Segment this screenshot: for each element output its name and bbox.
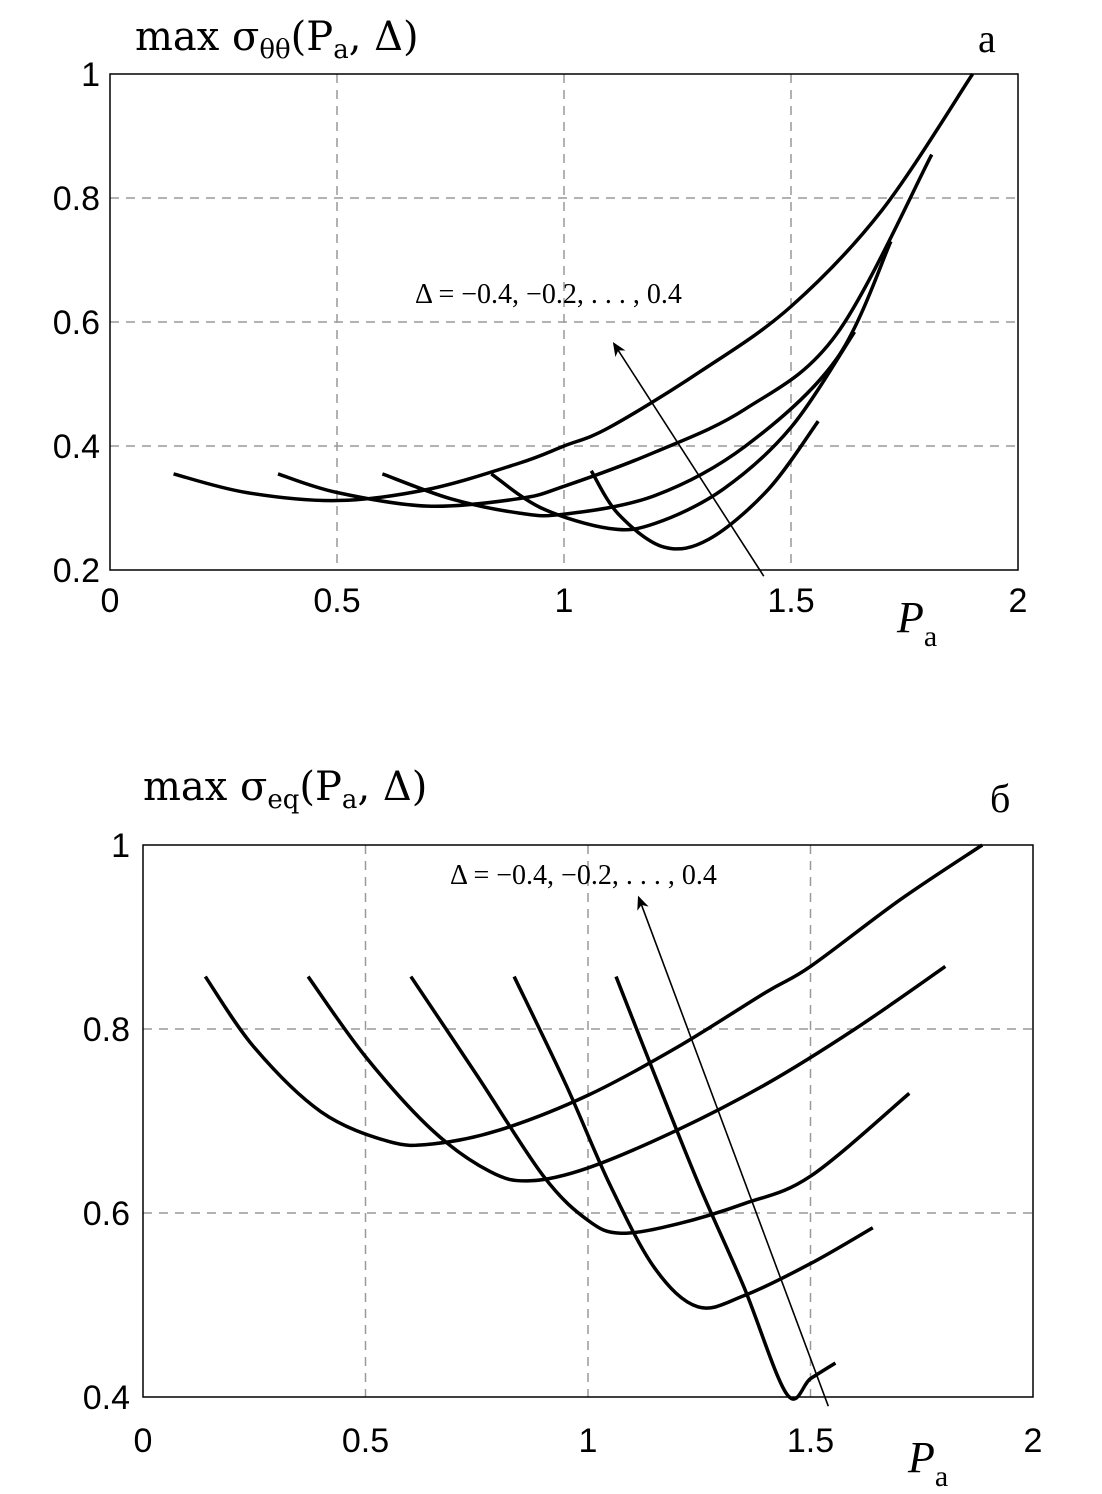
chart-title: max σθθ(Pa, Δ): [135, 14, 419, 65]
y-tick-label: 0.6: [53, 304, 100, 342]
x-axis-label: Pa: [907, 1433, 948, 1493]
series-line-4: [490, 330, 857, 532]
x-axis-label: Pa: [896, 593, 937, 653]
x-tick-label: 0: [134, 1422, 153, 1460]
y-tick-label: 1: [81, 56, 100, 94]
chart-panel-a: max σθθ(Pa, Δ) a Δ = −0.4, −0.2, . . . ,…: [53, 14, 1028, 653]
panel-label: б: [990, 776, 1010, 821]
x-tick-label: 0.5: [313, 582, 360, 620]
y-tick-label: 0.8: [53, 180, 100, 218]
plot-frame: [142, 844, 1034, 1398]
delta-direction-arrow: [612, 342, 765, 577]
grid: [110, 74, 1018, 570]
delta-annotation: Δ = −0.4, −0.2, . . . , 0.4: [415, 279, 682, 310]
series-line-1: [173, 73, 975, 503]
plot-frame: [109, 73, 1019, 571]
delta-annotation: Δ = −0.4, −0.2, . . . , 0.4: [450, 860, 717, 891]
x-tick-label: 2: [1024, 1422, 1043, 1460]
x-tick-label: 0.5: [342, 1422, 389, 1460]
series-line-2: [277, 153, 934, 509]
y-tick-label: 0.2: [53, 552, 100, 590]
x-tick-label: 1.5: [787, 1422, 834, 1460]
panel-label: a: [978, 16, 996, 61]
x-tick-label: 1.5: [767, 582, 814, 620]
y-tick-label: 1: [111, 827, 130, 865]
x-tick-label: 1: [555, 582, 574, 620]
series-line-5: [614, 975, 837, 1401]
delta-direction-arrow: [637, 895, 830, 1407]
x-tick-label: 1: [579, 1422, 598, 1460]
series-line-3: [409, 975, 911, 1235]
series-line-2: [306, 965, 947, 1183]
y-tick-label: 0.4: [83, 1379, 130, 1417]
x-tick-label: 2: [1009, 582, 1028, 620]
y-tick-label: 0.6: [83, 1195, 130, 1233]
series-line-5: [589, 420, 820, 551]
series-line-1: [203, 843, 984, 1148]
series-line-4: [512, 975, 874, 1310]
grid: [143, 845, 1033, 1397]
y-tick-label: 0.4: [53, 428, 100, 466]
chart-panel-b: max σeq(Pa, Δ) б Δ = −0.4, −0.2, . . . ,…: [83, 764, 1043, 1493]
y-tick-label: 0.8: [83, 1011, 130, 1049]
chart-title: max σeq(Pa, Δ): [143, 764, 427, 815]
x-tick-label: 0: [101, 582, 120, 620]
